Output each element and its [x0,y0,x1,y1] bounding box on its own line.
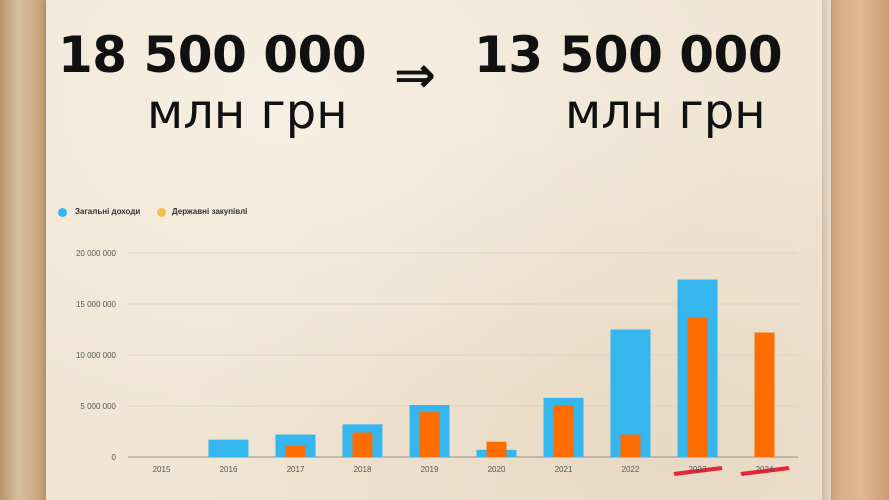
wood-background-right [831,0,889,500]
x-tick-label: 2019 [421,465,439,474]
y-tick-label: 20 000 000 [76,249,117,258]
bar-procurement [687,317,708,457]
headline-from-value: 18 500 000 [58,26,367,84]
y-tick-label: 5 000 000 [80,402,116,411]
x-tick-label: 2016 [220,465,238,474]
x-tick-label: 2022 [622,465,640,474]
bar-procurement [620,434,641,457]
y-tick-label: 10 000 000 [76,351,117,360]
bar-procurement [486,441,507,457]
bar-total-income [208,439,249,457]
x-tick-label: 2017 [287,465,305,474]
x-tick-label: 2018 [354,465,372,474]
y-tick-label: 15 000 000 [76,300,117,309]
bar-procurement [419,412,440,457]
legend-label-procurement: Державні закупівлі [172,207,248,216]
bar-procurement [553,404,574,457]
headline-to-unit: млн грн [565,84,766,140]
bar-procurement [285,445,306,457]
legend-label-total-income: Загальні доходи [75,207,141,216]
x-tick-label: 2015 [153,465,171,474]
x-tick-label: 2023 [689,465,707,474]
legend-dot-procurement [157,208,166,217]
strike-mark [740,466,790,476]
legend-dot-total-income [58,208,67,217]
bar-procurement [754,332,775,457]
bar-procurement [352,432,373,457]
x-tick-label: 2021 [555,465,573,474]
headline-from-unit: млн грн [147,84,348,140]
headline-to-value: 13 500 000 [474,26,783,84]
y-tick-label: 0 [112,453,117,462]
strike-mark [673,466,723,476]
arrow-icon: ⇒ [394,46,436,104]
wood-background-left [0,0,46,500]
x-tick-label: 2024 [756,465,774,474]
paper-edge-shadow [822,0,834,500]
x-tick-label: 2020 [488,465,506,474]
